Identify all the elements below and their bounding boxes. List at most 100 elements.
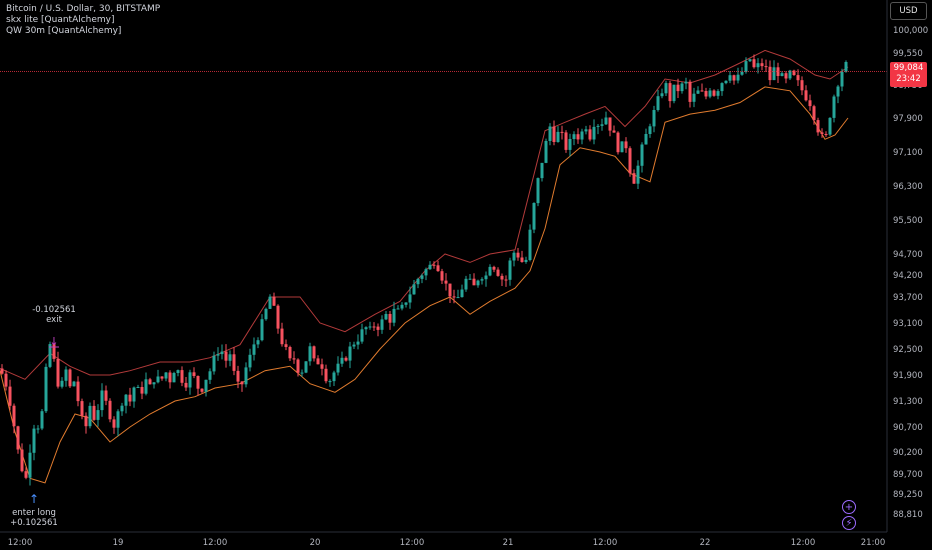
candle-body <box>608 117 612 131</box>
candle-body <box>508 260 512 280</box>
candle-body <box>8 386 12 406</box>
y-tick-label: 93,700 <box>893 293 923 303</box>
candle-body <box>376 326 380 330</box>
currency-button[interactable]: USD <box>890 2 927 20</box>
candle-body <box>176 370 180 373</box>
candle-body <box>328 381 332 383</box>
candle-body <box>212 355 216 372</box>
candle-body <box>0 368 4 374</box>
candle-body <box>540 162 544 179</box>
candle-body <box>716 91 720 96</box>
candle-body <box>236 370 240 382</box>
candle-body <box>636 165 640 184</box>
lightning-icon[interactable]: ⚡ <box>842 516 856 530</box>
y-tick-label: 91,300 <box>893 397 923 407</box>
candle-body <box>392 308 396 323</box>
candle-body <box>196 376 200 389</box>
exit-arrow: ↓ <box>49 335 58 348</box>
candle-body <box>428 264 432 270</box>
candle-body <box>120 405 124 412</box>
candle-body <box>840 71 844 87</box>
candle-body <box>568 139 572 150</box>
candle-body <box>136 387 140 388</box>
candle-body <box>816 120 820 133</box>
entry-text: enter long <box>12 508 56 518</box>
candle-body <box>532 203 536 230</box>
candle-body <box>552 126 556 142</box>
candle-body <box>252 344 256 355</box>
candle-body <box>244 367 248 385</box>
candle-body <box>436 265 440 272</box>
candle-body <box>832 96 836 118</box>
candle-body <box>172 373 176 383</box>
candle-body <box>496 269 500 276</box>
candle-body <box>256 340 260 345</box>
candle-body <box>20 449 24 472</box>
y-tick-label: 99,550 <box>893 49 923 59</box>
candle-body <box>724 80 728 84</box>
candle-body <box>308 346 312 362</box>
candle-body <box>276 305 280 329</box>
candle-body <box>248 354 252 368</box>
candle-body <box>604 117 608 125</box>
candle-body <box>752 59 756 68</box>
y-tick-label: 94,200 <box>893 271 923 281</box>
x-axis-ticks: 12:00 19 12:00 20 12:00 21 12:00 22 12:00 21:00 <box>8 538 886 548</box>
candle-body <box>640 144 644 166</box>
candle-body <box>344 357 348 361</box>
indicator-qw[interactable]: QW 30m [QuantAlchemy] <box>6 26 122 36</box>
candle-body <box>204 379 208 392</box>
candle-body <box>188 372 192 388</box>
candle-body <box>100 390 104 411</box>
candle-body <box>680 83 684 92</box>
candle-body <box>264 308 268 320</box>
candle-body <box>168 372 172 383</box>
candle-body <box>292 358 296 360</box>
candle-body <box>408 294 412 303</box>
candle-body <box>288 347 292 359</box>
entry-arrow: ↑ <box>29 492 39 506</box>
candle-body <box>400 304 404 309</box>
symbol-title[interactable]: Bitcoin / U.S. Dollar, 30, BITSTAMP <box>6 4 161 14</box>
candle-body <box>284 344 288 347</box>
candle-body <box>280 328 284 345</box>
candle-body <box>736 74 740 81</box>
candle-body <box>348 346 352 361</box>
candle-body <box>692 93 696 102</box>
candle-body <box>332 372 336 382</box>
candle-body <box>232 354 236 371</box>
candle-body <box>820 132 824 134</box>
candle-body <box>340 357 344 364</box>
candle-body <box>44 366 48 412</box>
plus-icon[interactable]: + <box>842 500 856 514</box>
candle-body <box>124 394 128 406</box>
candle-body <box>560 131 564 133</box>
x-tick-label: 20 <box>310 538 321 548</box>
candle-body <box>360 329 364 342</box>
candle-body <box>316 358 320 365</box>
indicator-skx[interactable]: skx lite [QuantAlchemy] <box>6 15 115 25</box>
candle-body <box>140 387 144 394</box>
y-tick-label: 96,300 <box>893 182 923 192</box>
candle-body <box>768 66 772 81</box>
candle-body <box>72 381 76 387</box>
y-tick-label: 89,700 <box>893 470 923 480</box>
candle-body <box>4 373 8 387</box>
y-tick-label: 100,000 <box>893 26 928 36</box>
candle-body <box>588 129 592 140</box>
candle-body <box>544 141 548 163</box>
candle-body <box>440 271 444 281</box>
y-tick-label: 95,500 <box>893 216 923 226</box>
candle-body <box>844 62 848 72</box>
candle-body <box>240 381 244 385</box>
candle-body <box>48 344 52 367</box>
candle-body <box>144 379 148 394</box>
y-tick-label: 89,250 <box>893 490 923 500</box>
candle-body <box>184 382 188 388</box>
candle-body <box>712 90 716 96</box>
candle-body <box>320 364 324 369</box>
candle-body <box>684 81 688 84</box>
exit-label: -0.102561 exit <box>30 305 78 325</box>
candle-body <box>764 66 768 68</box>
